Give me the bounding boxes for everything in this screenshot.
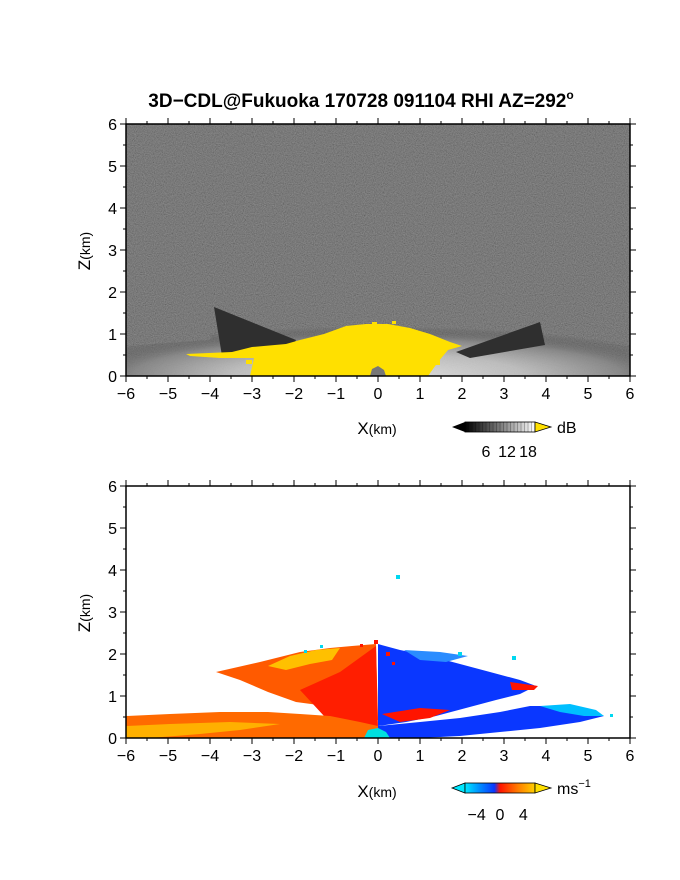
top-x-tick-label: 0 [374, 386, 383, 403]
bottom-plot-area [126, 486, 630, 738]
bottom-x-tick-label: 5 [584, 748, 593, 765]
bottom-colorbar-tick-label: 4 [519, 807, 528, 824]
chart-title: 3D−CDL@Fukuoka 170728 091104 RHI AZ=292o [148, 88, 573, 112]
top-shadow-wedge-left [214, 307, 296, 356]
top-colorbar-tick-labels: 6 12 18 [482, 444, 537, 461]
bottom-y-tick-label: 2 [108, 647, 117, 664]
bottom-y-tick-label: 6 [108, 479, 117, 496]
top-y-tick-label: 3 [108, 243, 117, 260]
top-colorbar: dB 6 12 18 [452, 420, 577, 461]
top-colorbar-tick-label: 12 [498, 444, 516, 461]
bottom-x-tick-labels: −6 −5 −4 −3 −2 −1 0 1 2 3 4 5 6 [117, 748, 635, 765]
title-degree-mark: o [566, 88, 573, 102]
top-plot-area [126, 124, 630, 376]
top-x-tick-label: −2 [285, 386, 303, 403]
title-text: 3D−CDL@Fukuoka 170728 091104 RHI AZ=292 [148, 91, 566, 112]
top-x-tick-label: 6 [626, 386, 635, 403]
bottom-x-tick-label: −3 [243, 748, 261, 765]
bottom-x-tick-label: 0 [374, 748, 383, 765]
top-x-tick-labels: −6 −5 −4 −3 −2 −1 0 1 2 3 4 5 6 [117, 386, 635, 403]
top-ground-clutter [370, 366, 386, 376]
top-colorbar-tick-label: 18 [519, 444, 537, 461]
top-x-tick-label: 3 [500, 386, 509, 403]
top-x-tick-label: −6 [117, 386, 135, 403]
bottom-core-red [300, 646, 378, 728]
top-x-tick-label: 5 [584, 386, 593, 403]
bottom-x-tick-label: −5 [159, 748, 177, 765]
bottom-ticks [120, 480, 636, 744]
top-colorbar-unit: dB [557, 420, 577, 437]
top-shadow-wedge-right [456, 322, 545, 358]
top-y-tick-label: 5 [108, 159, 117, 176]
bottom-upper-right-light [404, 650, 468, 662]
bottom-colorbar-tick-label: −4 [468, 807, 486, 824]
bottom-x-tick-label: 1 [416, 748, 425, 765]
bottom-x-tick-label: 2 [458, 748, 467, 765]
bottom-colorbar-ramp [464, 782, 536, 794]
top-y-tick-label: 1 [108, 327, 117, 344]
bottom-x-tick-label: −1 [327, 748, 345, 765]
bottom-y-tick-label: 5 [108, 521, 117, 538]
bottom-y-tick-label: 0 [108, 731, 117, 748]
top-ticks [120, 118, 636, 382]
bottom-y-tick-label: 3 [108, 605, 117, 622]
top-x-axis-label: X(km) [357, 419, 396, 438]
bottom-x-axis-label: X(km) [357, 782, 396, 801]
top-y-tick-label: 0 [108, 369, 117, 386]
top-y-tick-label: 2 [108, 285, 117, 302]
bottom-upper-right-inflow [378, 644, 536, 726]
top-x-tick-label: −5 [159, 386, 177, 403]
bottom-origin-cyan [364, 728, 390, 738]
bottom-x-tick-label: −2 [285, 748, 303, 765]
bottom-colorbar-tick-label: 0 [496, 807, 505, 824]
top-x-tick-label: −3 [243, 386, 261, 403]
bottom-lower-right-cyan [540, 704, 604, 716]
top-colorbar-stripes [468, 422, 532, 432]
top-colorbar-high-arrow [534, 421, 553, 433]
bottom-upper-left-gold [268, 648, 340, 670]
bottom-lower-right-layer [378, 706, 604, 738]
top-x-tick-label: 4 [542, 386, 551, 403]
top-y-tick-labels: 0 1 2 3 4 5 6 [108, 117, 117, 386]
bottom-x-tick-label: 6 [626, 748, 635, 765]
top-x-tick-label: −4 [201, 386, 219, 403]
bottom-x-tick-label: −6 [117, 748, 135, 765]
top-colorbar-tick-label: 6 [482, 444, 491, 461]
bottom-y-tick-labels: 0 1 2 3 4 5 6 [108, 479, 117, 748]
top-y-axis-label: Z(km) [75, 232, 94, 270]
top-x-tick-label: 1 [416, 386, 425, 403]
bottom-red-fringe [382, 682, 538, 722]
bottom-y-tick-label: 1 [108, 689, 117, 706]
bottom-colorbar-high-arrow [534, 782, 553, 794]
top-strong-echo [186, 324, 462, 376]
top-x-tick-label: 2 [458, 386, 467, 403]
top-y-tick-label: 4 [108, 201, 117, 218]
top-y-tick-label: 6 [108, 117, 117, 134]
bottom-lower-left-gold [126, 722, 280, 738]
bottom-colorbar-unit: ms−1 [557, 778, 591, 798]
top-colorbar-low-arrow [452, 422, 465, 432]
bottom-scatter-warm [360, 640, 395, 665]
top-x-tick-label: −1 [327, 386, 345, 403]
bottom-colorbar-tick-labels: −4 0 4 [468, 807, 528, 824]
bottom-x-tick-label: 3 [500, 748, 509, 765]
bottom-x-tick-label: −4 [201, 748, 219, 765]
bottom-colorbar: ms−1 −4 0 4 [450, 778, 591, 824]
bottom-y-axis-label: Z(km) [75, 594, 94, 632]
bottom-colorbar-low-arrow [450, 782, 466, 794]
bottom-y-tick-label: 4 [108, 563, 117, 580]
bottom-x-tick-label: 4 [542, 748, 551, 765]
